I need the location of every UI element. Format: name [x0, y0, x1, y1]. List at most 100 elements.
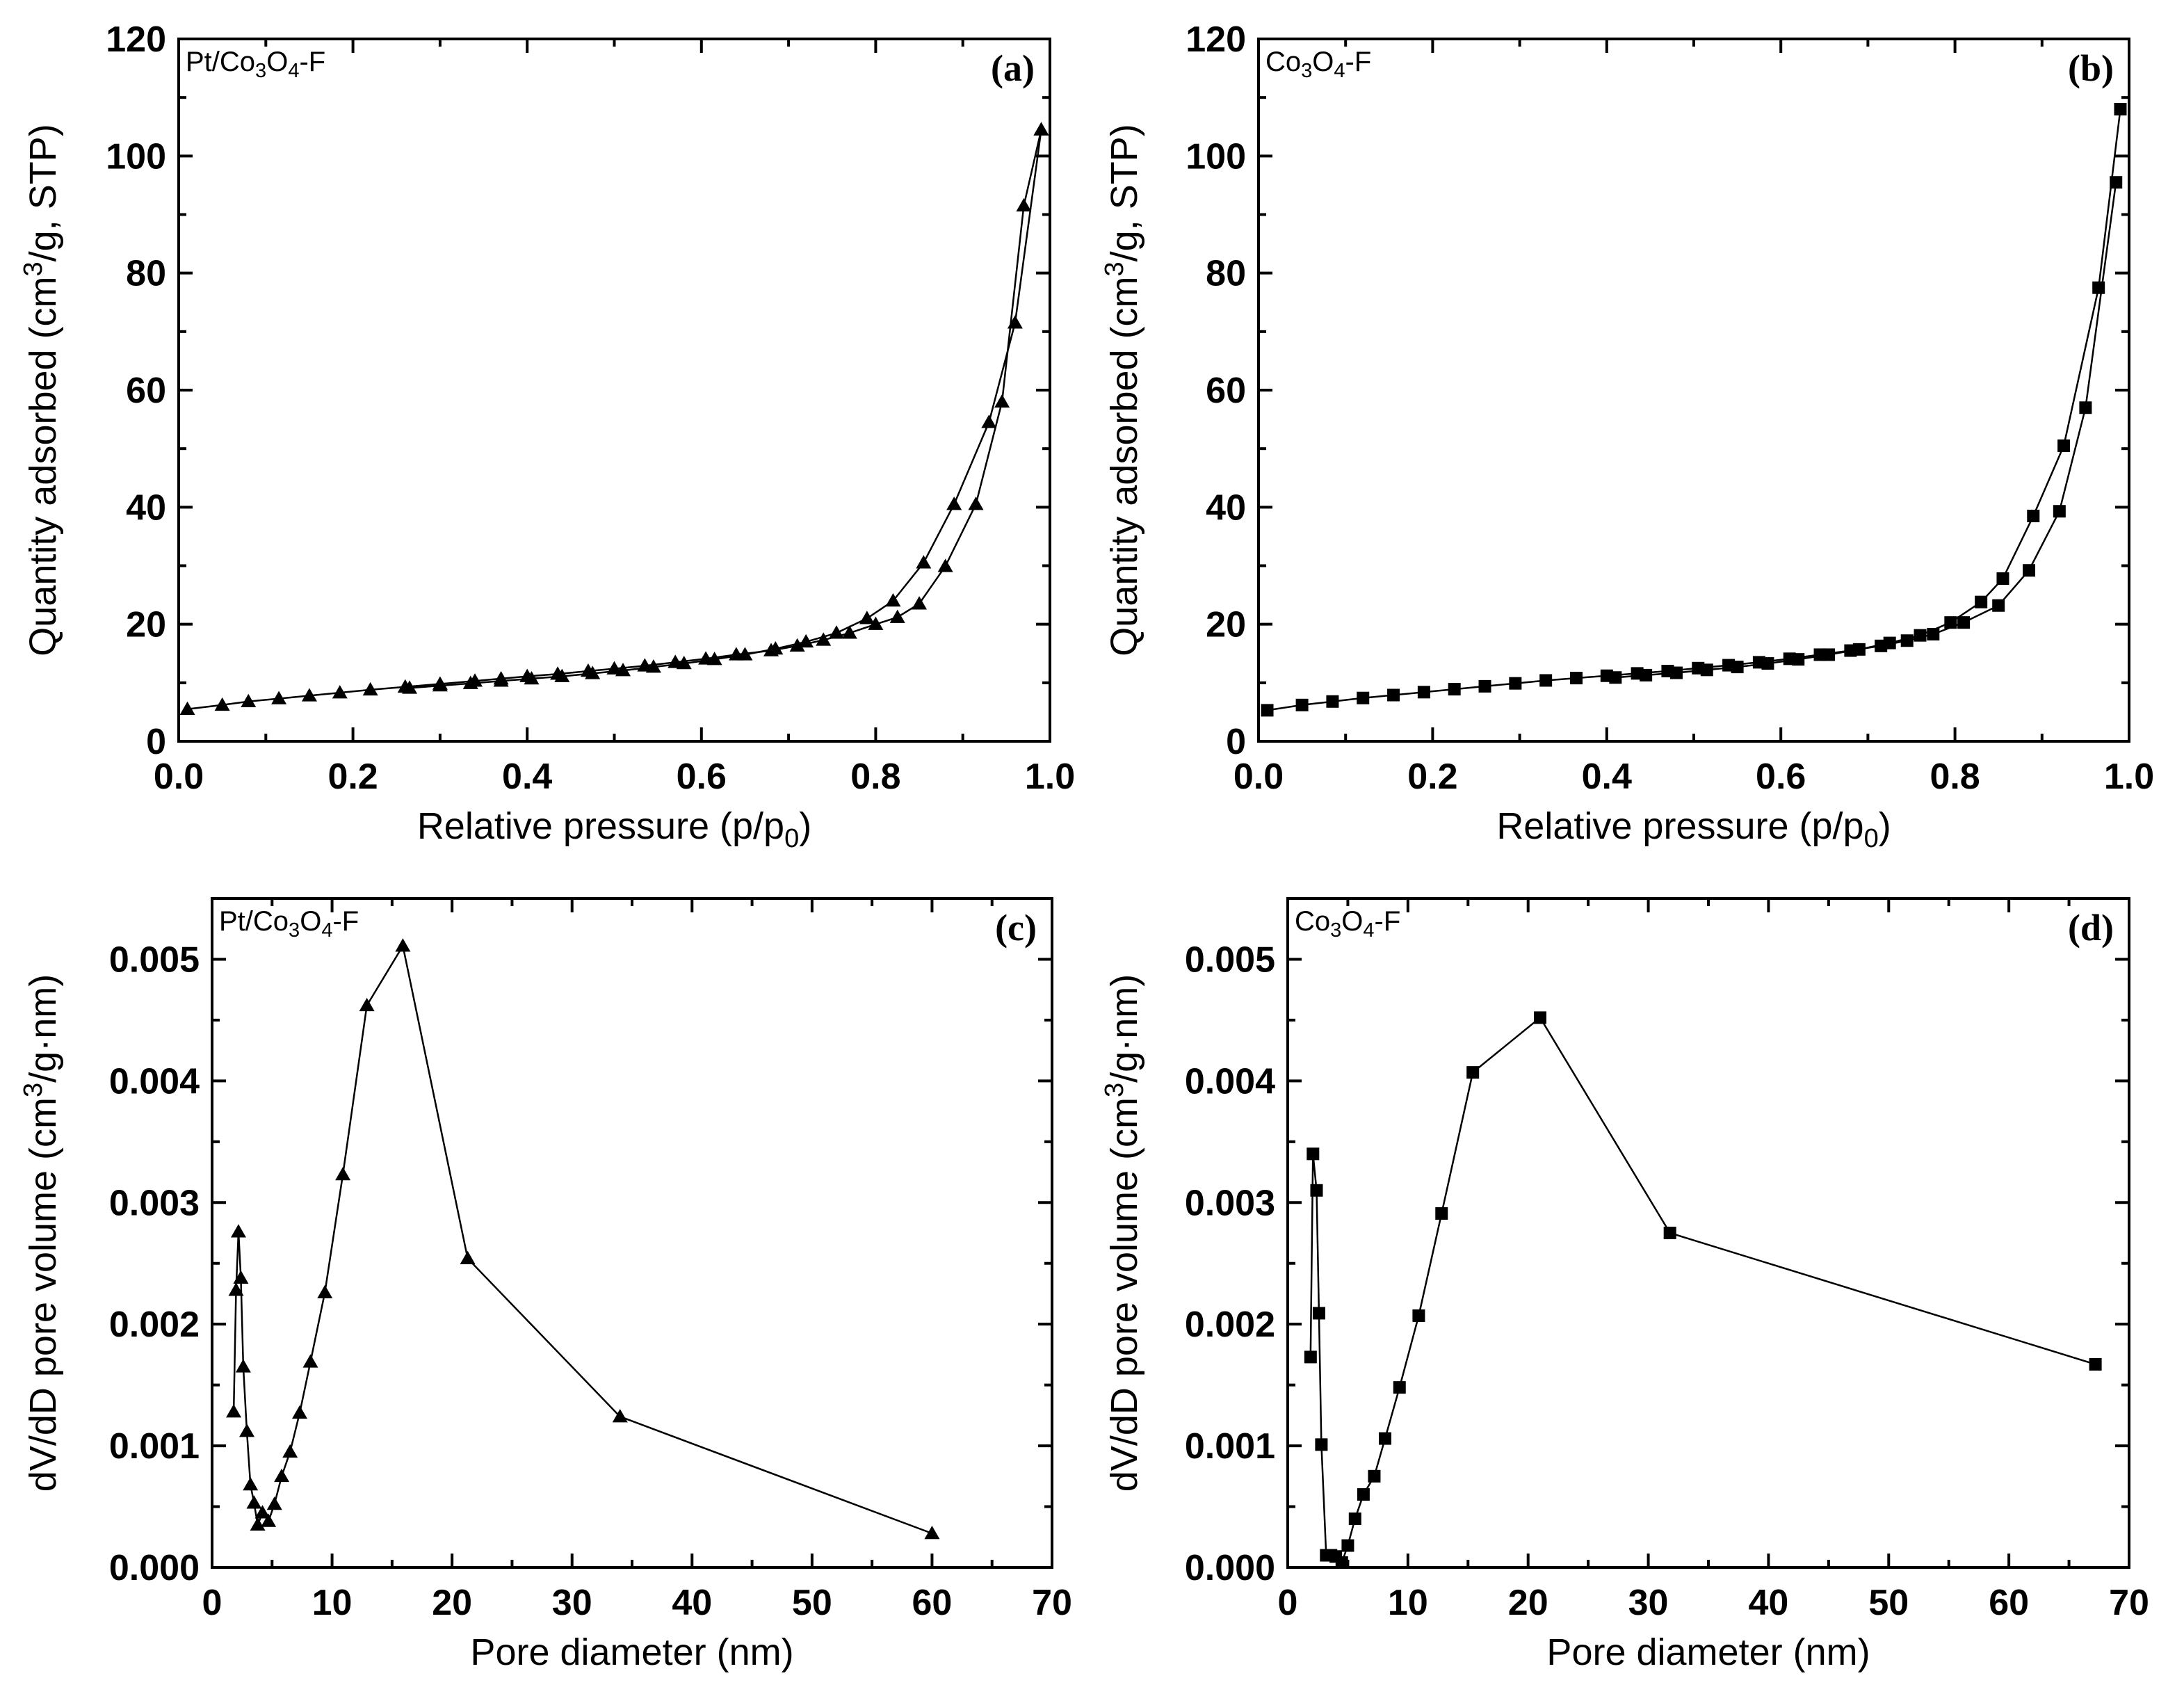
y-tick-label: 80 — [126, 254, 166, 294]
y-tick-label: 40 — [126, 487, 166, 528]
x-axis-label-subscript: 0 — [1864, 824, 1879, 853]
data-point — [1368, 1469, 1381, 1483]
data-point — [1569, 672, 1583, 685]
panel-tag: (a) — [991, 47, 1035, 89]
data-point — [2057, 439, 2071, 452]
x-tick-label: 10 — [1388, 1583, 1428, 1623]
data-point — [1700, 663, 1713, 677]
data-point — [645, 659, 661, 673]
y-tick-label: 0.000 — [1185, 1548, 1275, 1588]
data-point — [554, 668, 570, 682]
data-point — [239, 1423, 255, 1437]
data-point — [179, 701, 195, 715]
data-point — [981, 414, 997, 428]
data-point — [889, 609, 905, 623]
data-point — [1761, 657, 1774, 670]
x-tick-label: 0.8 — [1930, 757, 1980, 797]
data-point — [226, 1404, 242, 1418]
data-point — [214, 697, 230, 711]
data-point — [359, 997, 375, 1012]
y-tick-label: 0.002 — [109, 1305, 200, 1345]
data-point — [230, 1224, 246, 1238]
data-point — [1731, 661, 1744, 674]
y-tick-label: 80 — [1206, 254, 1246, 294]
y-axis-label: Quantity adsorbed (cm3/g, STP) — [19, 124, 64, 656]
x-tick-label: 1.0 — [2104, 757, 2154, 797]
plot-frame — [1257, 38, 2130, 743]
y-tick-label: 120 — [1186, 19, 1246, 60]
x-tick-label: 1.0 — [1025, 757, 1075, 797]
x-tick-label: 70 — [2109, 1583, 2149, 1623]
plot-frame — [177, 38, 1051, 743]
data-point — [395, 938, 411, 952]
y-tick-label: 0 — [146, 722, 166, 762]
data-point — [2114, 103, 2127, 115]
data-point — [402, 680, 418, 694]
y-tick-label: 20 — [1206, 605, 1246, 645]
x-tick-label: 70 — [1032, 1583, 1072, 1623]
y-tick-label: 60 — [1206, 371, 1246, 411]
y-axis-label: dV/dD pore volume (cm3/g·nm) — [19, 974, 64, 1492]
x-tick-label: 0.4 — [1582, 757, 1632, 797]
x-tick-label: 0.4 — [502, 757, 552, 797]
x-axis-label: Relative pressure (p/p0) — [417, 805, 811, 853]
data-point — [841, 625, 857, 639]
x-tick-label: 30 — [1628, 1583, 1669, 1623]
data-point — [1335, 1556, 1348, 1570]
data-point — [768, 641, 784, 655]
data-point — [968, 497, 984, 510]
panel-a: 0.0 0.2 0.4 0.6 0.8 1.0 0 20 40 60 80 100 120 Relativ… — [19, 19, 1075, 853]
data-point — [250, 1517, 266, 1531]
data-point — [1315, 1438, 1328, 1451]
data-point — [2027, 509, 2040, 522]
data-point — [246, 1495, 262, 1509]
data-point — [1852, 643, 1866, 656]
data-point — [1387, 688, 1400, 702]
data-point — [1357, 691, 1370, 704]
data-point — [1792, 653, 1805, 666]
data-point — [1534, 1011, 1546, 1024]
y-tick-label: 0.003 — [109, 1183, 200, 1223]
data-point — [233, 1270, 249, 1284]
panel-c: 0 10 20 30 40 50 60 70 0.000 0.001 0.002 0.003 0.004… — [19, 897, 1072, 1673]
data-point — [460, 1250, 476, 1264]
data-point — [1357, 1488, 1370, 1501]
y-tick-label: 60 — [126, 371, 166, 411]
y-tick-label: 40 — [1206, 487, 1246, 528]
data-point — [2092, 281, 2105, 294]
x-tick-label: 0.2 — [1407, 757, 1457, 797]
panel-d: 0 10 20 30 40 50 60 70 0.000 0.001 0.002 0.003 0.004… — [1100, 897, 2149, 1673]
data-point — [1914, 629, 1927, 642]
x-tick-label: 50 — [792, 1583, 832, 1623]
data-point — [243, 1477, 259, 1491]
y-tick-label: 100 — [1186, 136, 1246, 177]
data-point — [615, 663, 631, 677]
data-point — [912, 596, 928, 610]
panel-tag: (b) — [2068, 47, 2114, 89]
x-tick-label: 10 — [312, 1583, 353, 1623]
y-tick-label: 0.005 — [109, 939, 200, 980]
y-tick-label: 120 — [106, 19, 166, 60]
data-point — [924, 1526, 940, 1540]
x-tick-label: 30 — [552, 1583, 592, 1623]
data-point — [301, 688, 317, 702]
x-tick-label: 0.0 — [1233, 757, 1284, 797]
data-point — [585, 666, 601, 679]
x-axis-label-subscript: 0 — [784, 824, 799, 853]
data-point — [859, 611, 875, 624]
panel-b: 0.0 0.2 0.4 0.6 0.8 1.0 0 20 40 60 80 100 120 Relativ… — [1100, 19, 2154, 853]
data-point — [946, 497, 962, 510]
y-tick-label: 0.002 — [1185, 1305, 1275, 1345]
y-tick-label: 0.000 — [109, 1548, 200, 1588]
sample-label: Co3O4-F — [1265, 47, 1371, 82]
plot-frame — [211, 897, 1053, 1569]
data-point — [1007, 315, 1023, 329]
data-point — [493, 673, 509, 687]
data-point — [1448, 683, 1461, 696]
data-point — [2089, 1357, 2102, 1371]
data-point — [868, 616, 884, 630]
sample-label: Co3O4-F — [1295, 906, 1400, 942]
data-point — [816, 632, 832, 646]
y-axis-label: dV/dD pore volume (cm3/g·nm) — [1100, 974, 1145, 1492]
data-point — [1295, 698, 1309, 711]
